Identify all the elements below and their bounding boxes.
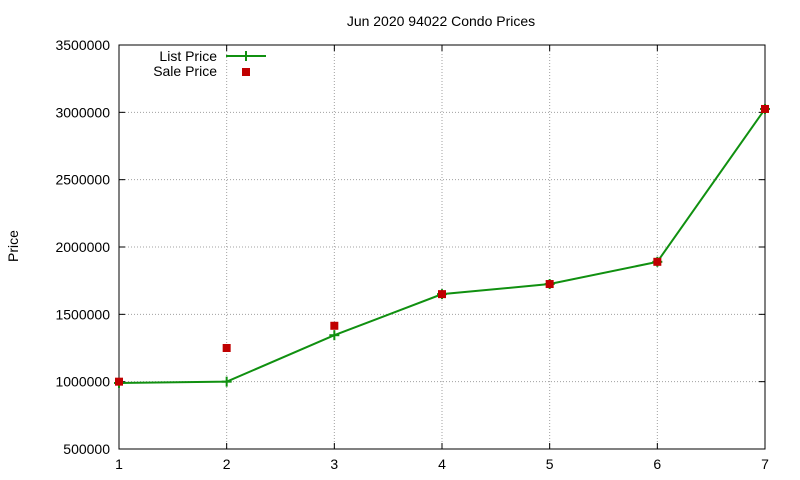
data-point-sale-price xyxy=(115,377,123,386)
data-point-sale-price xyxy=(545,280,554,289)
x-tick-label: 3 xyxy=(330,456,338,472)
y-tick-label: 3000000 xyxy=(55,104,110,120)
x-tick-label: 5 xyxy=(546,456,554,472)
data-point-list-price xyxy=(221,376,232,387)
legend-marker-sale-price xyxy=(242,68,250,76)
data-point-sale-price xyxy=(761,104,769,113)
y-tick-label: 2500000 xyxy=(55,172,110,188)
legend-label-sale-price: Sale Price xyxy=(153,63,217,79)
data-point-sale-price xyxy=(222,344,231,352)
legend-marker-list-price xyxy=(241,51,251,61)
legend-label-list-price: List Price xyxy=(159,48,217,64)
data-series xyxy=(114,103,770,389)
y-tick-label: 2000000 xyxy=(55,239,110,255)
y-tick-label: 1500000 xyxy=(55,306,110,322)
legend: List Price Sale Price xyxy=(153,48,266,79)
y-tick-label: 1000000 xyxy=(55,374,110,390)
x-tick-label: 1 xyxy=(115,456,123,472)
y-axis-label: Price xyxy=(5,230,21,262)
tick-labels: 1 2 3 4 5 6 7 500000 1000000 1500000 2000000 250000… xyxy=(55,37,769,472)
y-tick-label: 500000 xyxy=(63,441,110,457)
axes xyxy=(118,44,766,450)
x-tick-label: 7 xyxy=(761,456,769,472)
data-point-list-price xyxy=(329,330,340,341)
data-point-sale-price xyxy=(330,321,339,330)
x-tick-label: 4 xyxy=(438,456,446,472)
chart-title: Jun 2020 94022 Condo Prices xyxy=(347,13,535,29)
x-tick-label: 2 xyxy=(223,456,231,472)
data-point-sale-price xyxy=(438,290,446,299)
x-tick-label: 6 xyxy=(653,456,661,472)
y-tick-label: 3500000 xyxy=(55,37,110,53)
data-point-sale-price xyxy=(653,257,662,266)
